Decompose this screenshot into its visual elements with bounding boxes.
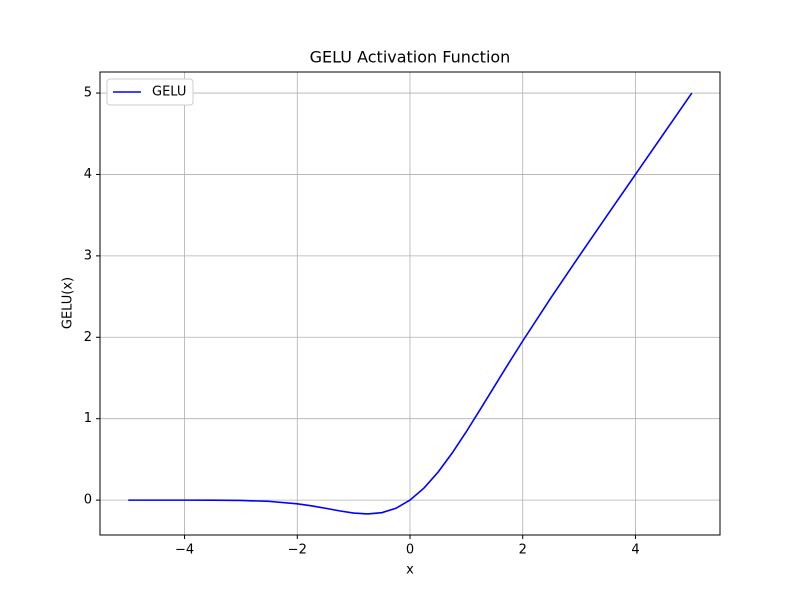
legend-label: GELU bbox=[152, 85, 186, 100]
y-tick-label: 2 bbox=[84, 330, 92, 345]
x-tick-label: −2 bbox=[288, 543, 307, 558]
line bbox=[128, 92, 693, 515]
x-tick-label: 2 bbox=[519, 543, 527, 558]
y-tick-label: 1 bbox=[84, 411, 92, 426]
y-axis-label: GELU(x) bbox=[61, 277, 76, 329]
x-tick-label: −4 bbox=[175, 543, 194, 558]
y-tick-label: 5 bbox=[84, 86, 92, 101]
x-tick-label: 0 bbox=[406, 543, 414, 558]
plot-frame bbox=[99, 71, 721, 536]
legend-box bbox=[106, 78, 194, 106]
x-axis-label: x bbox=[406, 563, 414, 578]
y-tick-label: 0 bbox=[84, 493, 92, 508]
y-tick-label: 4 bbox=[84, 167, 92, 182]
chart-title: GELU Activation Function bbox=[310, 48, 511, 67]
y-tick-label: 3 bbox=[84, 248, 92, 263]
x-tick-label: 4 bbox=[631, 543, 639, 558]
